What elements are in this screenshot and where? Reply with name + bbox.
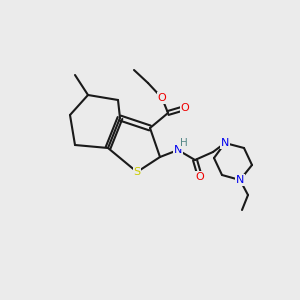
Text: N: N (221, 138, 229, 148)
Text: O: O (181, 103, 189, 113)
Text: O: O (158, 93, 166, 103)
Text: S: S (134, 167, 141, 177)
Text: O: O (196, 172, 204, 182)
Text: N: N (174, 145, 182, 155)
Text: N: N (236, 175, 244, 185)
Text: H: H (180, 138, 188, 148)
